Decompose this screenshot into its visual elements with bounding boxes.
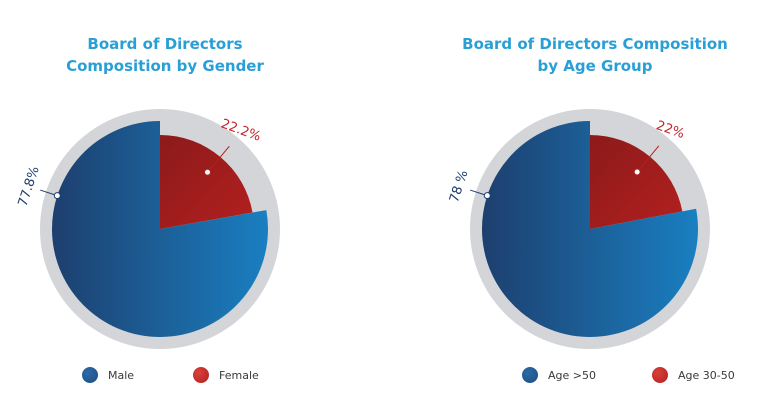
- data-label-large: 77.8%: [16, 165, 43, 209]
- legend-item-age-30-50: Age 30-50: [652, 364, 735, 386]
- legend: Age >50 Age 30-50: [430, 364, 757, 386]
- leader-dot-small: [633, 168, 641, 176]
- legend-item-male: Male: [82, 364, 134, 386]
- legend-swatch-age-over-50: [522, 367, 538, 383]
- pie-slice-male: [52, 121, 269, 337]
- leader-dot-small: [204, 168, 212, 176]
- leader-line-small: [207, 145, 230, 173]
- chart-title: Board of Directors Composition by Age Gr…: [430, 33, 757, 77]
- leader-dot-large: [483, 192, 491, 200]
- data-label-large: 78 %: [447, 168, 471, 204]
- chart-age: Board of Directors Composition by Age Gr…: [430, 0, 757, 400]
- chart-title-line-1: Board of Directors: [87, 35, 243, 53]
- legend: Male Female: [0, 364, 330, 386]
- legend-swatch-female: [193, 367, 209, 383]
- leader-dot-large: [53, 192, 61, 200]
- legend-label-female: Female: [219, 368, 259, 382]
- pie-chart-gender: 22.2%77.8%: [16, 109, 280, 349]
- legend-label-male: Male: [108, 368, 135, 382]
- legend-item-female: Female: [193, 364, 259, 386]
- pie-chart-age: 22%78 %: [447, 109, 710, 349]
- legend-label-age-over-50: Age >50: [548, 368, 596, 382]
- legend-swatch-male: [82, 367, 98, 383]
- legend-item-age-over-50: Age >50: [522, 364, 596, 386]
- pie-slice-age-30-50: [590, 135, 683, 229]
- pie-slice-female: [160, 135, 253, 229]
- legend-label-age-30-50: Age 30-50: [678, 368, 735, 382]
- chart-gender: Board of Directors Composition by Gender…: [0, 0, 330, 400]
- chart-title-line-1: Board of Directors Composition: [462, 35, 728, 53]
- chart-title-line-2: by Age Group: [537, 57, 653, 75]
- pie-slice-age-50: [482, 121, 698, 337]
- leader-line-small: [636, 145, 660, 173]
- legend-swatch-age-30-50: [652, 367, 668, 383]
- chart-title-line-2: Composition by Gender: [66, 57, 264, 75]
- chart-title: Board of Directors Composition by Gender: [0, 33, 330, 77]
